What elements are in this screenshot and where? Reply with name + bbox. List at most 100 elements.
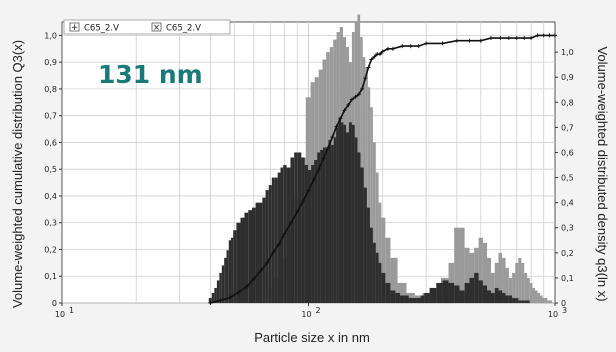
dark-density-bar [341,122,344,303]
dark-density-bar [268,185,272,303]
dark-density-bar [219,272,222,303]
cumulative-point [424,41,429,46]
dark-density-bars [208,117,530,303]
light-density-bar [524,272,528,303]
dark-density-bar [320,149,323,303]
dark-density-bar [512,297,516,303]
dark-density-bar [346,132,350,303]
dark-density-bar [474,272,479,303]
light-density-bar [542,297,545,303]
cumulative-point [346,102,351,107]
dark-density-bar [294,152,298,303]
x-tick-exponent: 3 [562,306,567,315]
dark-density-bar [429,287,437,303]
light-density-bar [527,277,530,303]
dark-density-bar [508,295,513,303]
dark-density-bar [521,300,525,303]
dark-density-bar [208,297,212,303]
cumulative-point [506,36,511,41]
cumulative-point [377,52,382,57]
cumulative-point [251,276,256,281]
dark-density-bar [369,227,373,303]
dark-density-bar [248,210,252,303]
legend-label: C65_2.V [84,24,119,34]
cumulative-point [440,41,445,46]
x-tick-label: 10 [55,310,65,319]
cumulative-point [488,36,493,41]
y-axis-title-right: Volume-weighted distributed density q3(l… [595,46,610,301]
light-density-bar [549,300,553,303]
light-density-bar [512,272,516,303]
dark-density-bar [490,292,495,303]
light-density-bar [490,272,495,303]
light-density-bar [385,237,391,303]
dark-density-bar [524,300,528,303]
light-density-bar [547,300,550,303]
dark-density-bar [214,287,217,303]
dark-density-bar [297,152,302,303]
light-density-bar [505,267,509,303]
cumulative-point [277,242,282,247]
light-density-bar [478,237,483,303]
dark-density-bar [408,297,413,303]
dark-density-bar [395,292,400,303]
cumulative-curve [208,33,557,305]
light-density-bar [482,242,488,303]
dark-density-bar [311,165,315,303]
cumulative-point [553,33,557,38]
y-tick-label-left: 0,9 [44,58,57,67]
dark-density-bar [515,297,519,303]
median-annotation: 131 nm [98,60,203,89]
cumulative-point [227,295,232,300]
light-density-bar [390,257,398,303]
cumulative-point [514,36,519,41]
cumulative-point [369,57,374,62]
cumulative-point [535,33,540,38]
dark-density-bar [399,295,405,303]
cumulative-point [301,199,306,204]
dark-density-bar [314,159,318,303]
dark-density-bar [240,217,245,303]
y-tick-label-right: 0,2 [561,249,574,258]
cumulative-point [408,44,413,49]
dark-density-bar [482,285,488,303]
dark-density-bar [336,127,339,303]
cumulative-point [529,36,534,41]
dark-density-bar [378,262,382,303]
legend-swatch [151,22,162,32]
cumulative-point [271,250,276,255]
light-density-bar [529,282,533,303]
light-density-bar [375,172,379,303]
light-density-bar [381,217,386,303]
legend-box [63,19,231,35]
cumulative-point [372,54,377,59]
cumulative-point [236,290,241,295]
y-tick-label-left: 0,4 [44,192,57,201]
light-density-bar [459,227,465,303]
light-density-bar [454,227,460,303]
light-density-bar [487,257,491,303]
dark-density-bar [224,257,227,303]
cumulative-point [306,188,311,193]
cumulative-point [349,97,354,102]
dark-density-bar [307,170,312,303]
cumulative-point [321,156,326,161]
cumulative-point [330,135,335,140]
cumulative-point [547,33,552,38]
cumulative-point [478,38,483,43]
y-tick-label-left: 0,7 [44,112,57,121]
cumulative-point [282,231,287,236]
light-density-bar [365,67,368,304]
cumulative-point [400,44,405,49]
dark-density-bar [354,137,358,303]
cumulative-point [334,124,339,129]
dark-density-bar [286,167,291,303]
y-tick-label-right: 1,0 [561,48,574,57]
dark-density-bar [221,265,225,303]
cumulative-point [467,38,472,43]
cumulative-point [498,36,503,41]
y-tick-label-left: 0,1 [44,272,57,281]
x-tick-exponent: 1 [69,306,74,315]
light-density-bar [521,262,525,303]
